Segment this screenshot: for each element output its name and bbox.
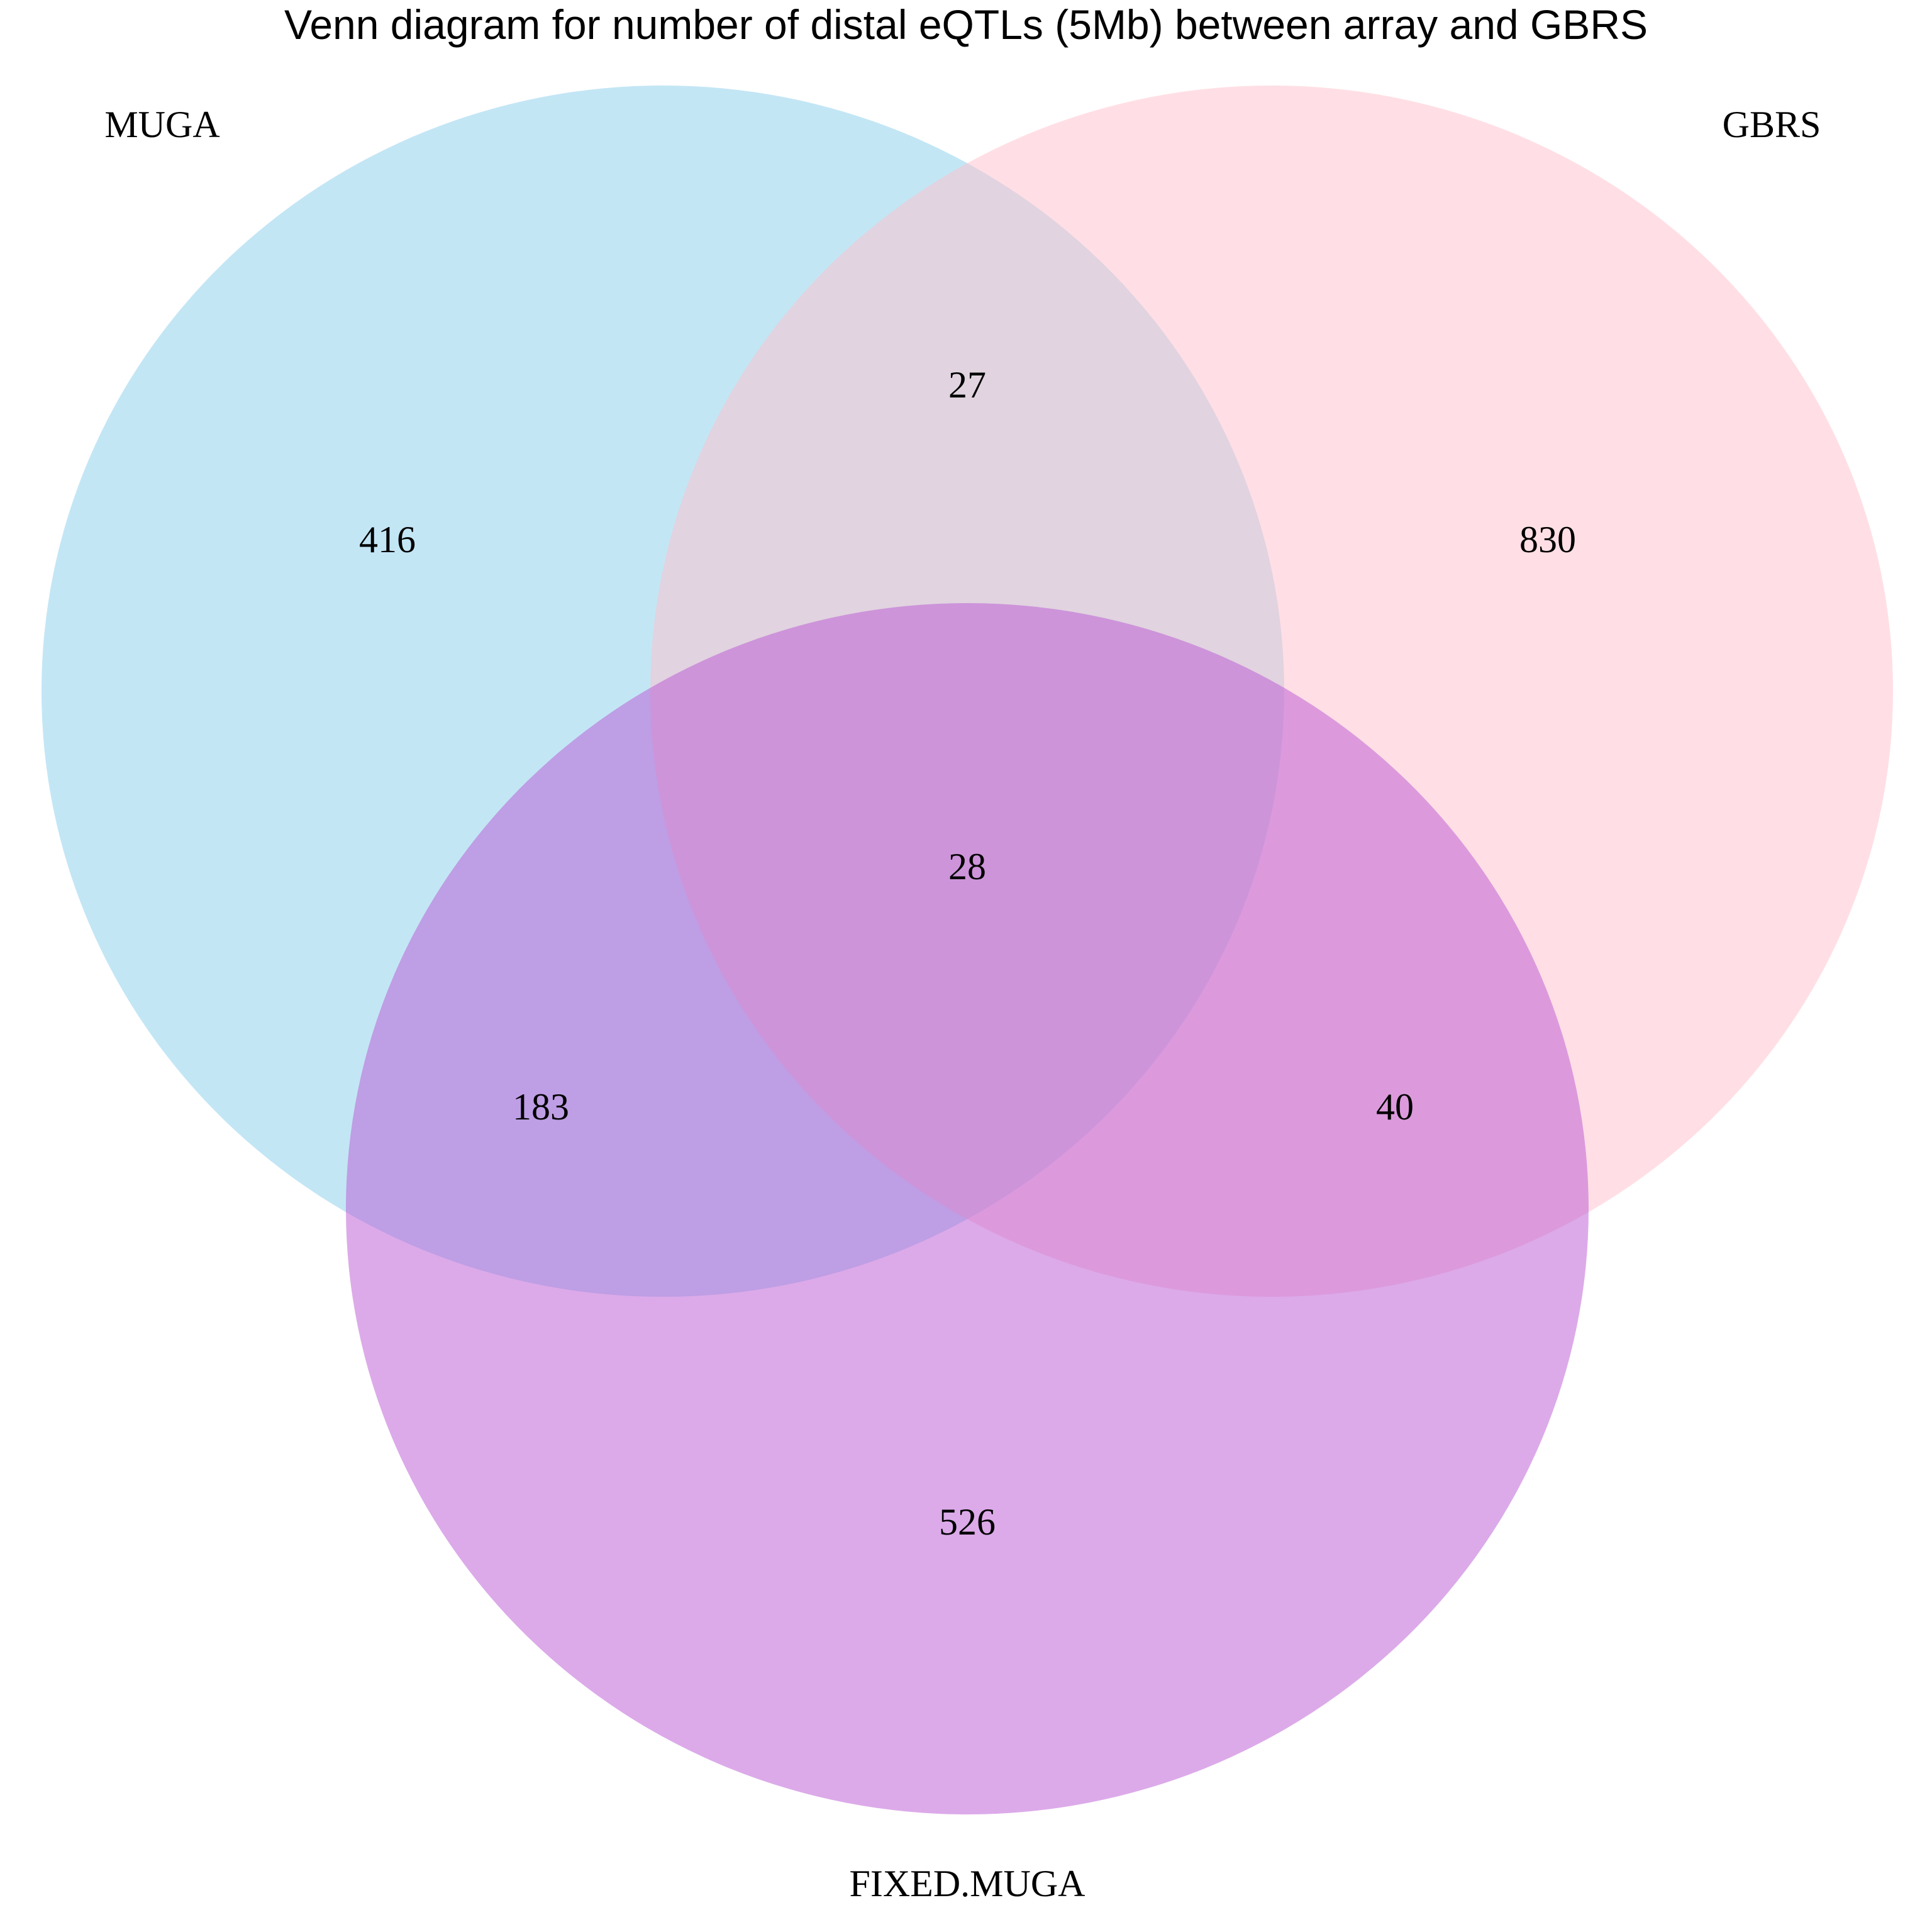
count-all-three: 28 [948, 846, 986, 887]
set-circles [42, 86, 1893, 1814]
count-gbrs-only: 830 [1519, 519, 1576, 560]
set-label-fixed-muga: FIXED.MUGA [850, 1863, 1085, 1904]
count-gbrs-fixed-muga: 40 [1376, 1086, 1414, 1128]
count-fixed-muga-only: 526 [939, 1501, 996, 1543]
set-label-gbrs: GBRS [1723, 104, 1821, 145]
count-muga-fixed-muga: 183 [513, 1086, 569, 1128]
set-label-muga: MUGA [104, 104, 219, 145]
set-circle-fixed-muga [346, 603, 1589, 1814]
count-muga-only: 416 [359, 519, 416, 560]
diagram-title: Venn diagram for number of distal eQTLs … [284, 1, 1648, 48]
count-muga-gbrs: 27 [948, 364, 986, 406]
